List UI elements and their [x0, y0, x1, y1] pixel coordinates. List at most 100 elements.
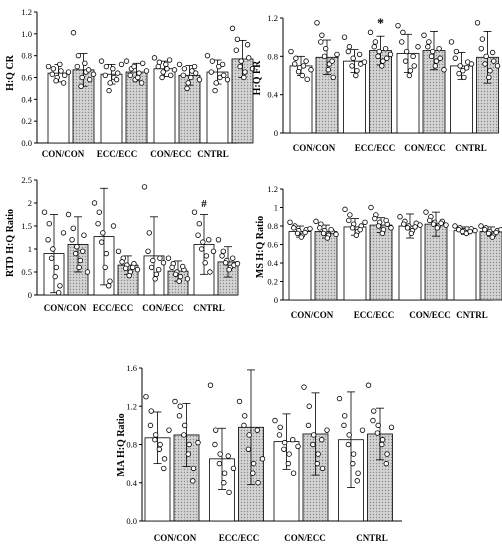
data-point: [400, 29, 406, 36]
data-point: [184, 276, 191, 282]
data-point: [325, 67, 332, 73]
data-point: [432, 63, 439, 69]
data-point: [379, 437, 386, 443]
y-tick-label: 0.8: [267, 51, 278, 61]
data-point: [65, 69, 72, 75]
data-point: [367, 29, 374, 36]
data-point: [77, 257, 84, 264]
data-point: [375, 422, 381, 429]
data-point: [294, 230, 301, 237]
data-point: [494, 63, 501, 69]
data-point: [319, 32, 325, 38]
bar-shaded: [314, 231, 338, 301]
data-point: [70, 225, 76, 231]
y-tick-label: 1.2: [126, 401, 137, 411]
y-tick-label: 0.0: [21, 138, 32, 148]
data-point: [217, 451, 223, 457]
data-point: [166, 427, 172, 433]
data-point: [164, 66, 170, 72]
data-point: [195, 232, 201, 238]
data-point: [209, 58, 216, 64]
data-point: [319, 465, 326, 472]
data-point: [176, 278, 182, 284]
data-point: [215, 237, 222, 243]
data-point: [303, 58, 309, 64]
y-tick-label: 0.4: [267, 258, 278, 268]
data-point: [276, 432, 283, 438]
data-point: [315, 451, 321, 457]
data-point: [143, 393, 149, 400]
data-point: [230, 465, 237, 472]
data-point: [181, 66, 188, 72]
data-point: [75, 52, 82, 59]
data-point: [404, 225, 411, 231]
data-point: [204, 52, 211, 59]
y-tick-label: 2: [28, 198, 32, 208]
data-point: [290, 470, 297, 476]
data-point: [195, 439, 201, 446]
data-point: [427, 217, 433, 224]
data-point: [219, 61, 226, 68]
data-point: [408, 230, 415, 237]
data-point: [131, 63, 137, 70]
data-point: [357, 226, 363, 233]
data-point: [130, 264, 136, 271]
data-point: [57, 283, 63, 289]
data-point: [79, 74, 85, 81]
data-point: [277, 424, 283, 430]
data-point: [229, 25, 236, 32]
data-point: [259, 456, 266, 462]
data-point: [341, 34, 348, 40]
data-point: [65, 211, 72, 218]
y-axis-label: H:Q FR: [252, 60, 263, 95]
data-point: [438, 220, 444, 226]
data-point: [342, 206, 348, 213]
data-point: [110, 66, 116, 72]
data-point: [107, 80, 113, 86]
data-point: [138, 80, 145, 86]
y-tick-label: 1: [28, 244, 32, 254]
data-point: [333, 231, 339, 238]
data-point: [46, 220, 52, 227]
data-point: [426, 39, 432, 45]
data-point: [295, 443, 301, 450]
data-point: [436, 45, 442, 52]
significance-marker: #: [201, 198, 207, 210]
data-point: [176, 413, 183, 419]
data-point: [485, 230, 492, 237]
data-point: [349, 225, 356, 231]
y-tick-label: 0.2: [267, 277, 278, 287]
data-point: [100, 230, 106, 236]
data-point: [222, 260, 229, 266]
data-point: [255, 480, 261, 486]
data-point: [72, 250, 79, 257]
data-point: [474, 20, 481, 26]
data-point: [148, 408, 154, 414]
data-point: [45, 237, 51, 243]
data-point: [91, 200, 98, 206]
y-tick-label: 0.2: [21, 116, 32, 126]
y-tick-label: 0.4: [21, 94, 32, 104]
data-point: [161, 465, 167, 472]
data-point: [246, 55, 252, 61]
data-point: [119, 259, 125, 265]
data-point: [81, 232, 87, 238]
y-tick-label: 0.5: [21, 267, 32, 277]
y-tick-label: 1.5: [21, 221, 32, 231]
y-tick-label: 0: [28, 290, 32, 300]
data-point: [225, 453, 231, 459]
data-point: [52, 273, 58, 280]
data-point: [147, 422, 154, 429]
data-point: [372, 215, 378, 222]
data-point: [318, 39, 324, 45]
category-label: CNTRL: [356, 533, 388, 543]
data-point: [375, 53, 381, 60]
data-point: [110, 223, 117, 229]
data-point: [433, 58, 440, 64]
data-point: [376, 48, 382, 55]
data-point: [145, 248, 151, 254]
y-tick-label: 1: [274, 203, 278, 213]
data-point: [190, 465, 197, 472]
data-point: [345, 48, 351, 55]
data-point: [69, 237, 75, 243]
